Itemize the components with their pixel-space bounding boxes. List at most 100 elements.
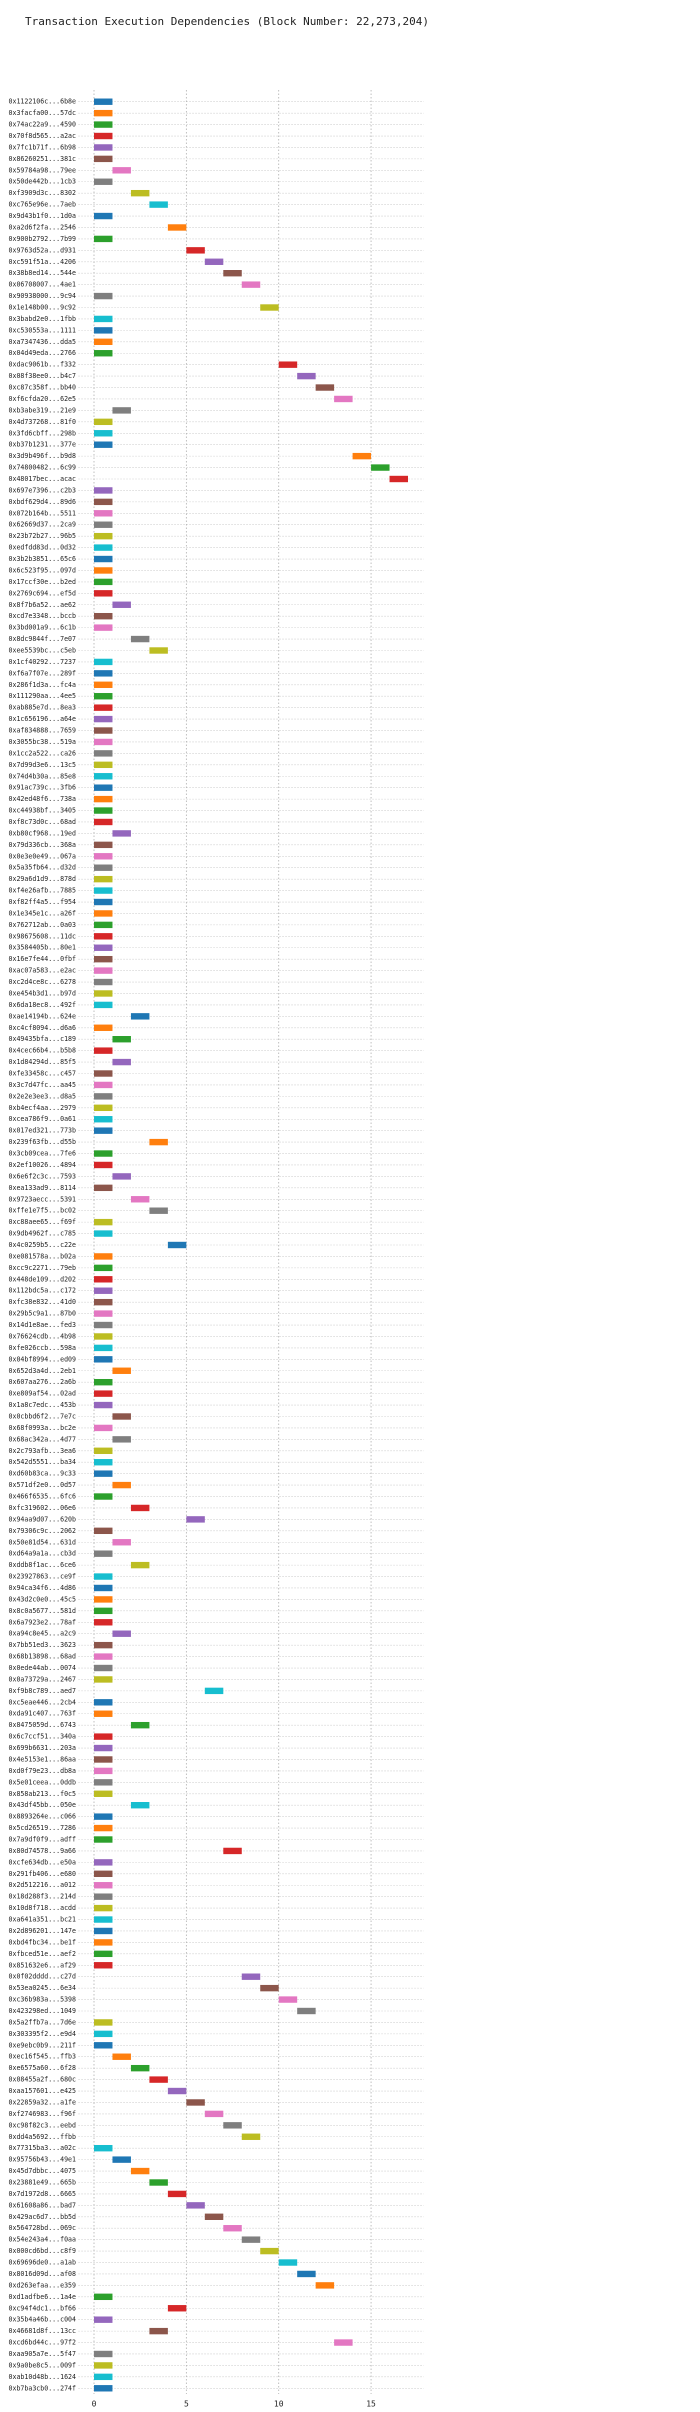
- bar: [94, 818, 113, 826]
- y-tick-label: 0x7a9df0f9...adff: [9, 1836, 77, 1844]
- bar: [94, 1333, 113, 1340]
- y-tick-label: 0x16e7fe44...0fbf: [9, 955, 77, 963]
- y-tick-label: 0x29b5c9a1...87b0: [9, 1310, 77, 1318]
- bar: [94, 738, 113, 746]
- bar: [94, 1093, 113, 1100]
- y-tick-label: 0x466f6535...6fc6: [9, 1493, 77, 1501]
- y-tick-label: 0x448de109...d202: [9, 1275, 77, 1283]
- bar: [94, 1470, 113, 1477]
- y-tick-label: 0x429ac6d7...bb5d: [9, 2213, 77, 2221]
- y-tick-label: 0xc87c358f...bb40: [9, 384, 77, 392]
- bar: [94, 212, 113, 220]
- y-tick-label: 0x90938000...9c94: [9, 292, 77, 300]
- y-tick-label: 0x74ac22a9...4590: [9, 121, 77, 129]
- bar: [94, 155, 113, 163]
- y-tick-label: 0x697e7396...c2b3: [9, 486, 77, 494]
- bar: [94, 487, 113, 494]
- bar: [94, 1550, 113, 1557]
- bar: [223, 1847, 242, 1855]
- bar: [112, 1630, 131, 1637]
- y-tick-label: 0xbd4fbc34...be1f: [9, 1938, 77, 1946]
- bar: [112, 1481, 131, 1489]
- bar: [130, 1721, 150, 1729]
- y-tick-label: 0x3d9b496f...b9d8: [9, 452, 77, 460]
- bar: [130, 2064, 150, 2072]
- bar: [94, 327, 113, 334]
- y-tick-label: 0x91ac739c...3fb6: [9, 784, 77, 792]
- y-tick-label: 0x111290aa...4ee5: [9, 692, 77, 700]
- y-tick-label: 0x699b6631...203a: [9, 1744, 77, 1752]
- bar: [94, 990, 113, 997]
- y-tick-label: 0xb3abe319...21e9: [9, 406, 77, 414]
- bar: [260, 2247, 279, 2255]
- bar: [130, 189, 150, 197]
- y-tick-label: 0x23927863...ce9f: [9, 1573, 77, 1581]
- bar: [94, 1950, 113, 1958]
- bar: [94, 544, 113, 551]
- y-tick-label: 0x74800482...6c99: [9, 464, 77, 472]
- bar: [186, 2202, 205, 2209]
- bar: [112, 167, 131, 174]
- x-tick-label: 5: [184, 2400, 189, 2409]
- bar: [186, 2099, 205, 2106]
- bar: [130, 2167, 150, 2175]
- bar: [94, 1310, 113, 1317]
- y-tick-label: 0x3c7d47fc...aa45: [9, 1081, 77, 1089]
- y-tick-label: 0x3fd6cbff...298b: [9, 429, 77, 437]
- bar: [371, 464, 390, 471]
- bar: [94, 567, 113, 574]
- bar: [260, 1984, 279, 1992]
- bar: [94, 1104, 113, 1112]
- y-tick-label: 0xf6a7f07e...289f: [9, 669, 77, 677]
- y-tick-label: 0x0a73729a...2467: [9, 1675, 77, 1683]
- y-tick-label: 0x1cf40292...7237: [9, 658, 77, 666]
- y-tick-label: 0x43d2c0e0...45c5: [9, 1595, 77, 1603]
- bar: [94, 2316, 113, 2323]
- y-tick-label: 0x29a6d1d9...878d: [9, 875, 77, 883]
- bar: [186, 1516, 205, 1523]
- y-tick-label: 0x50e81d54...631d: [9, 1538, 77, 1546]
- bar: [94, 955, 113, 963]
- bar: [94, 1893, 113, 1900]
- y-tick-label: 0x0ede44ab...0074: [9, 1664, 77, 1672]
- bar: [94, 1390, 113, 1397]
- bar: [94, 98, 113, 105]
- bar: [94, 1321, 113, 1329]
- y-tick-label: 0xdac9061b...f332: [9, 361, 77, 369]
- bar: [94, 1779, 113, 1786]
- y-tick-label: 0xdd4a5692...ffbb: [9, 2133, 77, 2141]
- y-tick-label: 0x61608a86...bad7: [9, 2201, 77, 2209]
- y-tick-label: 0xc36b983a...5398: [9, 1996, 77, 2004]
- bar: [94, 441, 113, 448]
- bar: [94, 498, 113, 506]
- y-tick-label: 0x14d1e8ae...fed3: [9, 1321, 77, 1329]
- y-tick-label: 0x35b4a46b...c004: [9, 2316, 77, 2324]
- bar: [94, 978, 113, 986]
- bar: [278, 2259, 298, 2266]
- bar: [94, 910, 113, 917]
- y-tick-label: 0xda91c407...763f: [9, 1710, 77, 1718]
- bar: [94, 1836, 113, 1843]
- bar: [297, 372, 316, 380]
- y-tick-label: 0x286f1d3a...fc4a: [9, 681, 77, 689]
- y-tick-label: 0x5e01ceea...0ddb: [9, 1778, 77, 1786]
- y-tick-label: 0x9763d52a...d931: [9, 246, 77, 254]
- y-tick-label: 0x7d1972d8...6665: [9, 2190, 77, 2198]
- y-tick-label: 0xcc9c2271...79eb: [9, 1264, 77, 1272]
- bar: [94, 1641, 113, 1649]
- y-tick-label: 0x70f8d565...a2ac: [9, 132, 77, 140]
- bar: [149, 647, 168, 654]
- bar: [94, 350, 113, 357]
- bar: [167, 224, 187, 231]
- y-tick-label: 0xa7347436...dda5: [9, 338, 77, 346]
- y-tick-label: 0x42ed48f6...738a: [9, 795, 77, 803]
- y-tick-label: 0x9d43b1f0...1d0a: [9, 212, 77, 220]
- y-tick-label: 0xc765e96e...7aeb: [9, 201, 77, 209]
- y-tick-label: 0xb37b1231...377e: [9, 441, 77, 449]
- y-tick-label: 0x7d99d3e6...13c5: [9, 761, 77, 769]
- y-tick-label: 0x10d8f718...acdd: [9, 1904, 77, 1912]
- bar: [94, 2144, 113, 2152]
- y-tick-label: 0x0cbbd6f2...7e7c: [9, 1412, 77, 1420]
- bar: [94, 1493, 113, 1500]
- y-tick-label: 0x68ac342a...4d77: [9, 1435, 77, 1443]
